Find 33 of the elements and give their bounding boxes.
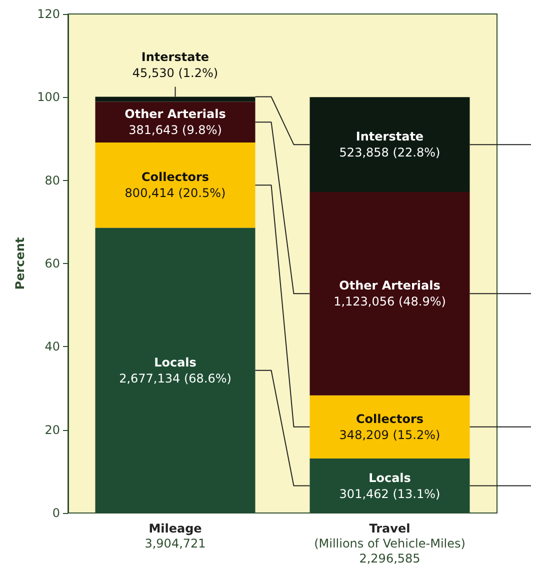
y-tick-label: 80 (44, 173, 60, 188)
data-label: 301,462 (13.1%) (339, 486, 440, 501)
y-tick-label: 40 (44, 340, 60, 354)
text: Locals (154, 355, 196, 370)
series-label: Other Arterials (124, 107, 226, 122)
text: Collectors (141, 170, 210, 184)
data-label: 348,209 (15.2%) (339, 428, 440, 442)
bar (310, 458, 470, 513)
data-label: 2,677,134 (68.6%) (119, 371, 232, 386)
bar (310, 97, 470, 192)
text: Other Arterials (339, 278, 440, 293)
data-label: 523,858 (22.8%) (339, 146, 440, 160)
bar (95, 142, 256, 228)
y-tick-label: 120 (37, 7, 60, 21)
bar (95, 96, 256, 102)
text: Interstate (141, 50, 210, 64)
x-tick-label: Travel (Millions of Vehicle-Miles) 2,296,585 (314, 522, 466, 566)
bar (310, 395, 470, 459)
bar (310, 192, 470, 396)
series-label: Interstate (356, 130, 424, 144)
bar (95, 228, 256, 513)
data-label: 381,643 (9.8%) (128, 123, 222, 138)
y-tick-label: 20 (44, 422, 60, 437)
x-tick-label: Mileage 3,904,721 (144, 522, 206, 550)
y-tick-label: 100 (37, 90, 60, 104)
series-label: Collectors (356, 412, 424, 426)
data-label: 800,414 (20.5%) (124, 186, 226, 200)
series-label: Locals (368, 470, 411, 485)
y-axis-title: Percent (13, 237, 27, 290)
data-label: 1,123,056 (48.9%) (334, 294, 446, 309)
data-label: 45,530 (1.2%) (132, 66, 218, 80)
y-tick-label: 60 (44, 256, 60, 270)
y-tick-label: 0 (52, 506, 60, 520)
